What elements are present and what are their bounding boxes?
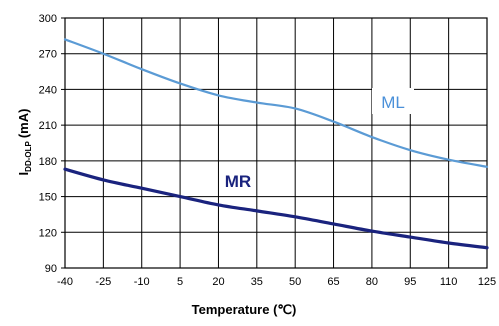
- x-tick-label: 95: [404, 276, 416, 288]
- y-tick-labels: 90 120 150 180 210 240 270 300: [39, 13, 57, 275]
- y-tick-label: 240: [39, 84, 57, 96]
- x-axis-title: Temperature (℃): [192, 302, 297, 317]
- x-tick-label: 20: [212, 276, 224, 288]
- axis-frame: [61, 17, 488, 269]
- y-axis-title-main: I: [16, 172, 31, 176]
- y-axis-title-unit: (mA): [16, 109, 31, 139]
- y-tick-label: 120: [39, 227, 57, 239]
- x-tick-label: 80: [366, 276, 378, 288]
- y-tick-label: 270: [39, 49, 57, 61]
- x-tick-label: 65: [327, 276, 339, 288]
- series-lines: [63, 38, 489, 250]
- y-tick-label: 90: [45, 263, 57, 275]
- series-labels: ML MR: [225, 88, 414, 191]
- y-tick-label: 150: [39, 192, 57, 204]
- plot-border: [64, 17, 488, 269]
- y-axis-title-subscript: DD-OLP: [24, 141, 33, 172]
- x-tick-label: -10: [134, 276, 150, 288]
- y-tick-label: 210: [39, 120, 57, 132]
- x-tick-label: 50: [289, 276, 301, 288]
- series-line-ml: [63, 38, 489, 168]
- series-line-mr: [63, 167, 489, 250]
- plot-area: [65, 18, 487, 268]
- y-axis-title: IDD-OLP (mA): [16, 109, 33, 176]
- x-tick-label: -40: [57, 276, 73, 288]
- x-tick-label: 110: [440, 276, 458, 288]
- x-tick-label: -25: [95, 276, 111, 288]
- x-tick-label: 35: [251, 276, 263, 288]
- series-label-ml: ML: [381, 93, 405, 112]
- x-tick-label: 125: [478, 276, 496, 288]
- x-tick-labels: -40 -25 -10 5 20 35 50 65 80 95 110 125: [57, 276, 496, 288]
- y-tick-label: 300: [39, 13, 57, 25]
- y-tick-label: 180: [39, 156, 57, 168]
- series-label-mr: MR: [225, 172, 251, 191]
- series-label-background: [372, 88, 414, 114]
- x-tick-label: 5: [177, 276, 183, 288]
